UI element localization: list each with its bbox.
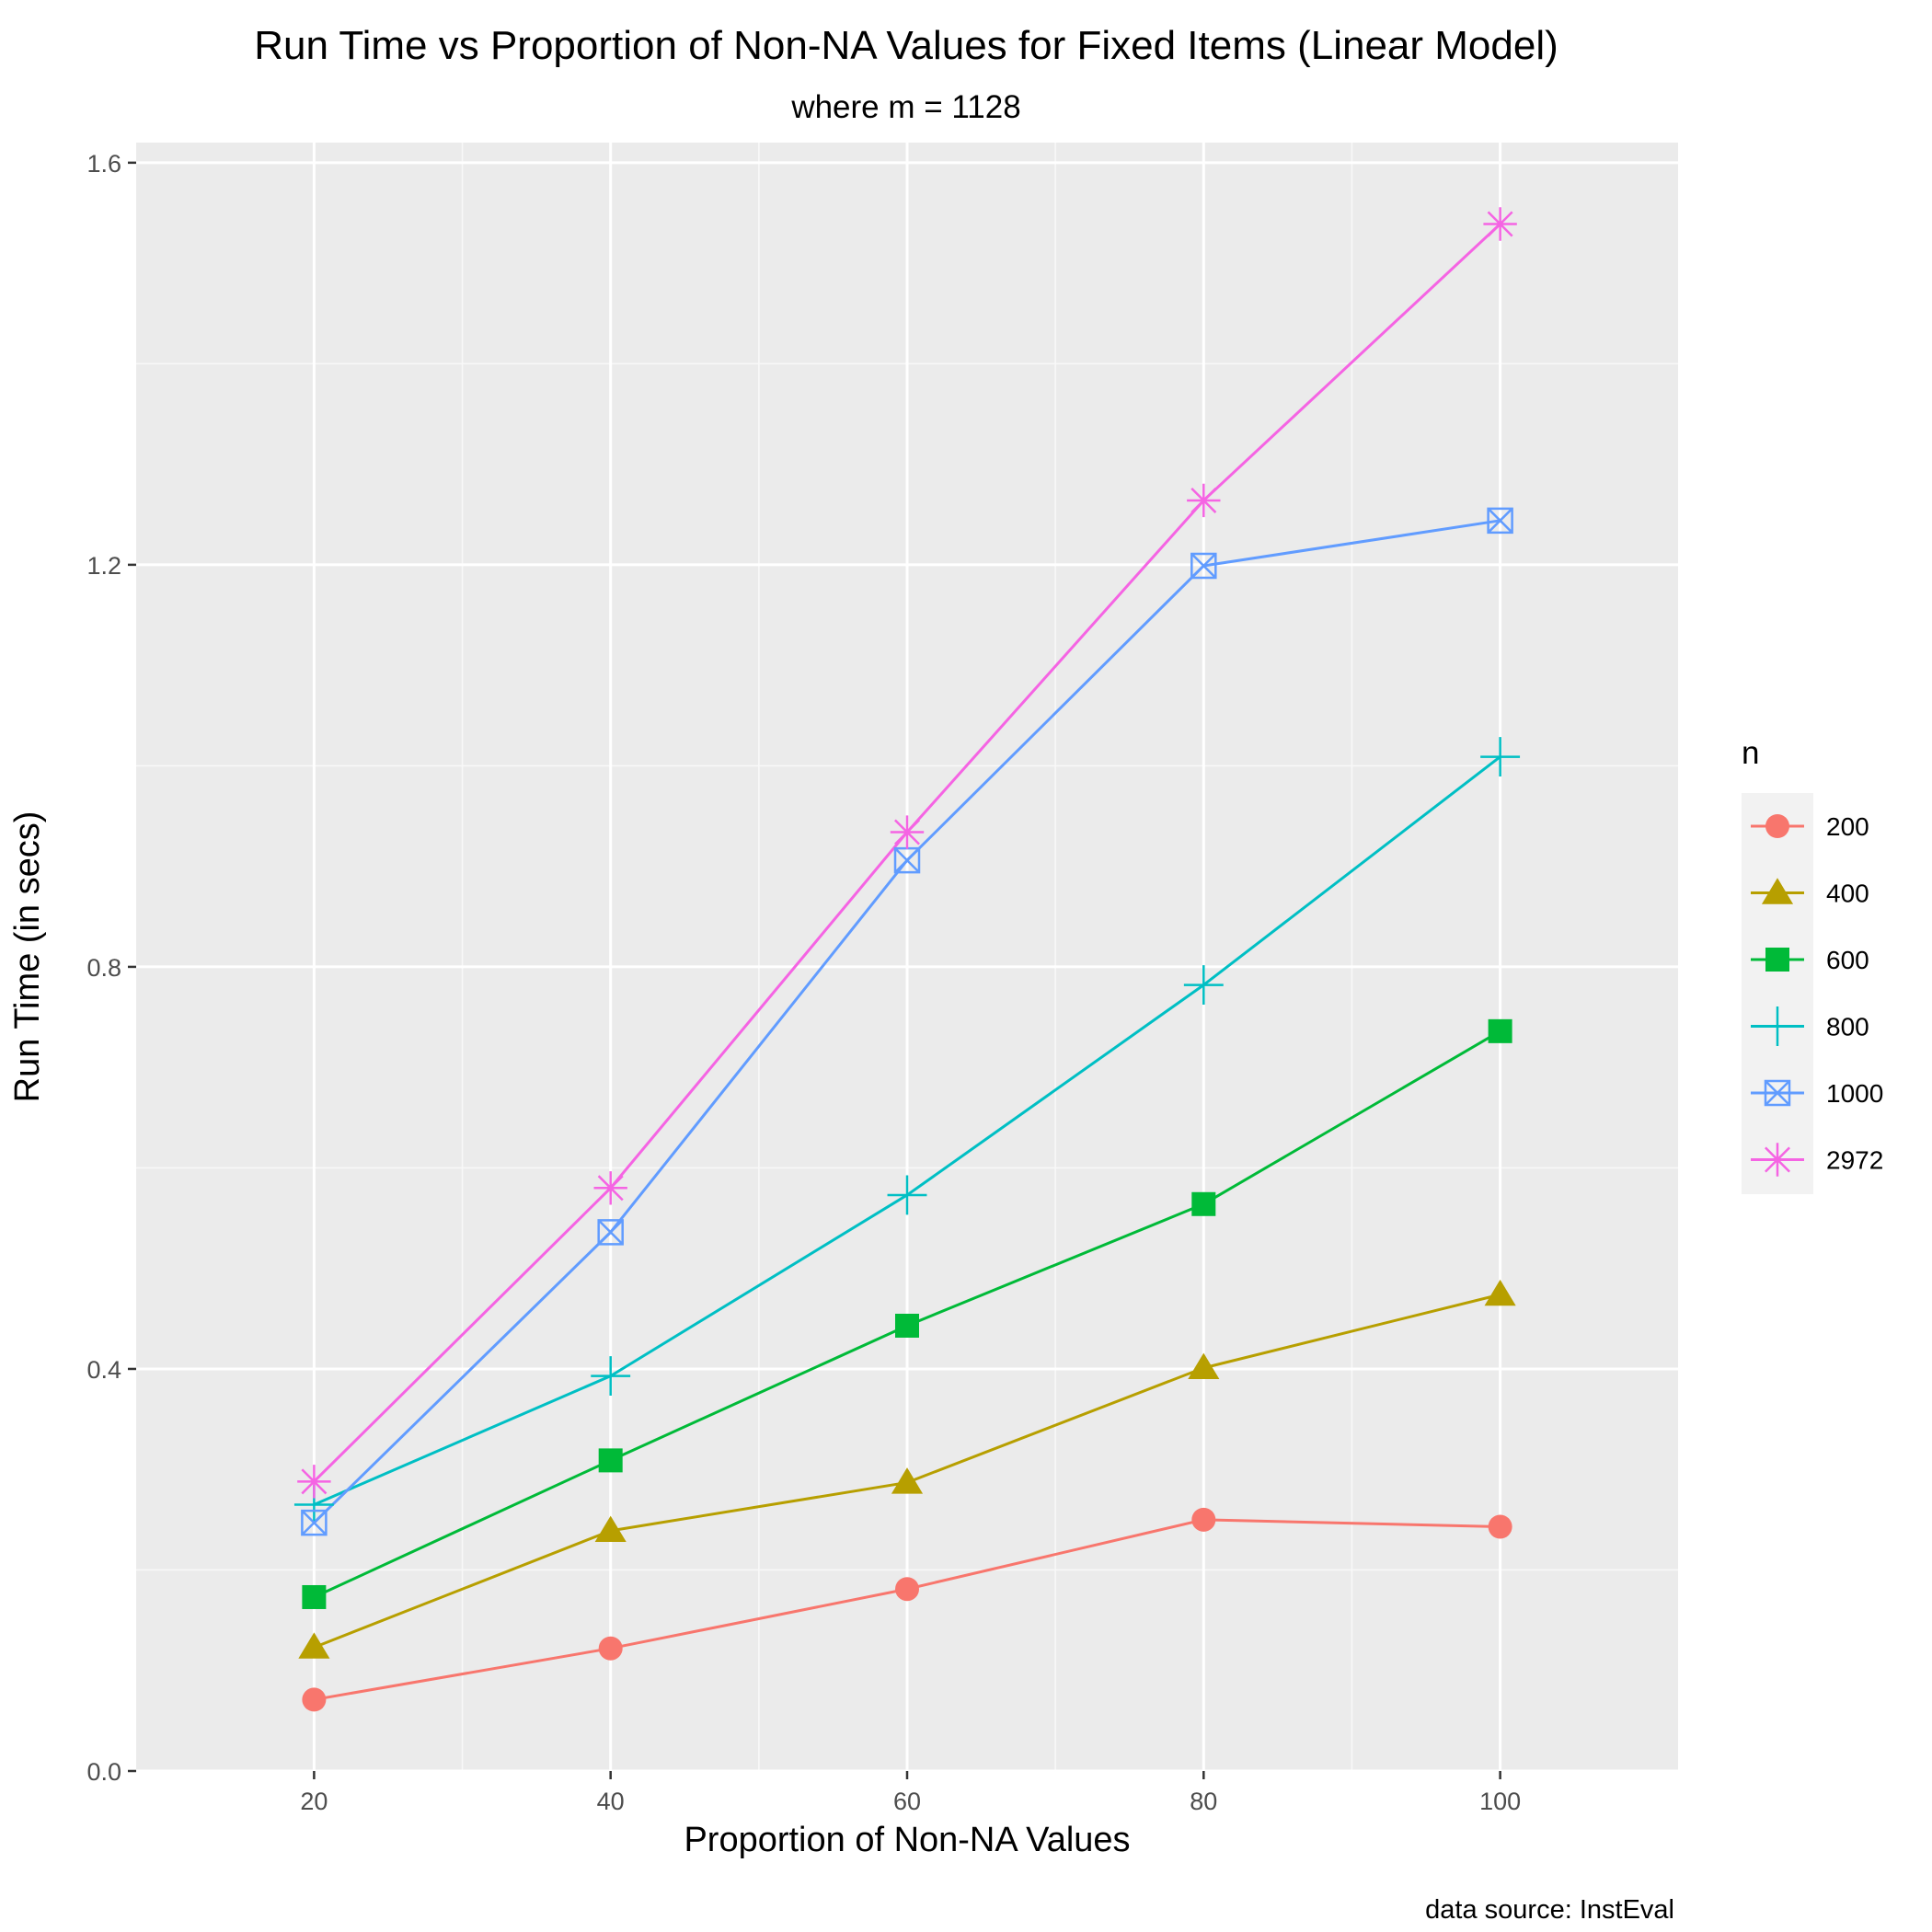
legend-label: 1000 — [1826, 1079, 1883, 1108]
legend: n 200 400 600 800 1000 2972 — [1742, 735, 1883, 1194]
legend-key-marker — [1765, 948, 1789, 972]
legend-key-marker — [1760, 1143, 1795, 1177]
x-tick-label: 100 — [1479, 1788, 1521, 1815]
data-point-400 — [298, 1632, 330, 1659]
data-point-200 — [1191, 1507, 1216, 1532]
data-point-2972 — [890, 815, 925, 849]
data-point-800 — [591, 1356, 631, 1397]
data-point-600 — [1191, 1191, 1216, 1216]
data-point-400 — [1484, 1279, 1516, 1306]
legend-label: 800 — [1826, 1013, 1869, 1041]
data-point-1000 — [1487, 507, 1513, 535]
x-tick-label: 60 — [893, 1788, 921, 1815]
y-tick-label: 1.6 — [86, 150, 121, 178]
data-point-600 — [895, 1313, 919, 1338]
legend-key-marker — [1765, 814, 1789, 838]
legend-title: n — [1742, 735, 1759, 771]
y-axis-title: Run Time (in secs) — [8, 811, 47, 1103]
y-tick-label: 0.8 — [86, 954, 121, 982]
data-point-2972 — [593, 1171, 627, 1205]
data-point-400 — [594, 1515, 627, 1543]
data-point-1000 — [301, 1509, 328, 1536]
y-tick-label: 1.2 — [86, 552, 121, 580]
y-tick-label: 0.4 — [86, 1356, 121, 1384]
data-point-200 — [895, 1577, 919, 1602]
x-tick-label: 80 — [1190, 1788, 1217, 1815]
data-point-2972 — [1187, 483, 1221, 518]
x-tick-label: 40 — [597, 1788, 625, 1815]
data-point-800 — [1183, 965, 1224, 1006]
legend-label: 200 — [1826, 812, 1869, 841]
data-point-600 — [598, 1448, 623, 1473]
data-point-800 — [887, 1175, 927, 1215]
data-point-800 — [1480, 737, 1521, 777]
series-points — [293, 207, 1521, 1712]
legend-key-background — [1742, 793, 1813, 1194]
y-axis: 0.0 0.4 0.8 1.2 1.6 — [86, 150, 136, 1786]
x-axis-title: Proportion of Non-NA Values — [684, 1821, 1130, 1859]
data-point-600 — [1488, 1018, 1512, 1043]
caption: data source: InstEval — [1425, 1895, 1674, 1925]
data-point-600 — [302, 1584, 327, 1609]
data-point-400 — [1188, 1352, 1220, 1380]
x-axis: 20 40 60 80 100 — [300, 1771, 1521, 1815]
legend-key-marker — [1757, 1006, 1798, 1046]
legend-key-marker — [1761, 878, 1794, 904]
data-point-200 — [1488, 1514, 1512, 1539]
data-point-400 — [891, 1467, 924, 1494]
y-tick-label: 0.0 — [86, 1758, 121, 1786]
data-point-1000 — [597, 1219, 624, 1246]
legend-label: 400 — [1826, 880, 1869, 908]
data-point-2972 — [297, 1465, 331, 1499]
data-point-1000 — [1190, 552, 1217, 580]
data-point-2972 — [1483, 207, 1517, 241]
legend-key-marker — [1764, 1079, 1791, 1107]
legend-label: 2972 — [1826, 1146, 1883, 1175]
chart-title: Run Time vs Proportion of Non-NA Values … — [254, 23, 1558, 68]
x-tick-label: 20 — [300, 1788, 328, 1815]
chart-subtitle: where m = 1128 — [790, 89, 1020, 125]
data-point-200 — [302, 1687, 327, 1712]
data-point-200 — [598, 1636, 623, 1661]
legend-label: 600 — [1826, 946, 1869, 974]
data-point-1000 — [893, 846, 921, 874]
